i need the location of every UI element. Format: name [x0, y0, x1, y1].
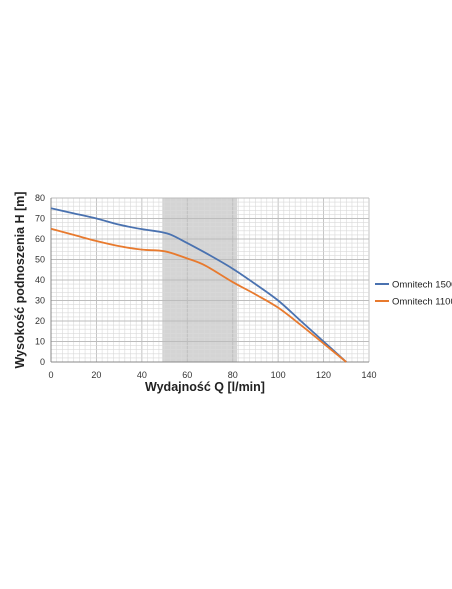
- x-tick-label: 20: [91, 370, 101, 380]
- series-line-omnitech-1100: [50, 227, 347, 363]
- x-tick-label: 60: [182, 370, 192, 380]
- series-layer: [50, 207, 347, 363]
- x-axis-title: Wydajność Q [l/min]: [145, 380, 265, 394]
- y-tick-label: 70: [35, 214, 45, 224]
- axes-layer: [50, 198, 369, 363]
- y-tick-label: 50: [35, 255, 45, 265]
- y-tick-label: 80: [35, 193, 45, 203]
- legend-label: Omnitech 1100: [392, 297, 452, 308]
- x-tick-label: 100: [271, 370, 286, 380]
- y-tick-label: 10: [35, 337, 45, 347]
- x-tick-label: 40: [137, 370, 147, 380]
- x-tick-label: 80: [228, 370, 238, 380]
- y-tick-label: 60: [35, 234, 45, 244]
- x-tick-label: 0: [48, 370, 53, 380]
- legend-label: Omnitech 1500: [392, 280, 452, 291]
- tick-labels-layer: 0 20 40 60 80 100 120 140 0 10 20 30 40 50 60 70 80: [35, 193, 377, 380]
- legend: Omnitech 1500 Omnitech 1100: [375, 280, 452, 308]
- grid-layer: [51, 197, 370, 362]
- y-tick-label: 40: [35, 275, 45, 285]
- x-tick-label: 120: [316, 370, 331, 380]
- y-tick-label: 0: [40, 357, 45, 367]
- y-tick-label: 20: [35, 316, 45, 326]
- y-axis-title: Wysokość podnoszenia H [m]: [13, 192, 27, 369]
- series-line-omnitech-1500: [50, 207, 347, 363]
- x-tick-label: 140: [361, 370, 376, 380]
- y-tick-label: 30: [35, 296, 45, 306]
